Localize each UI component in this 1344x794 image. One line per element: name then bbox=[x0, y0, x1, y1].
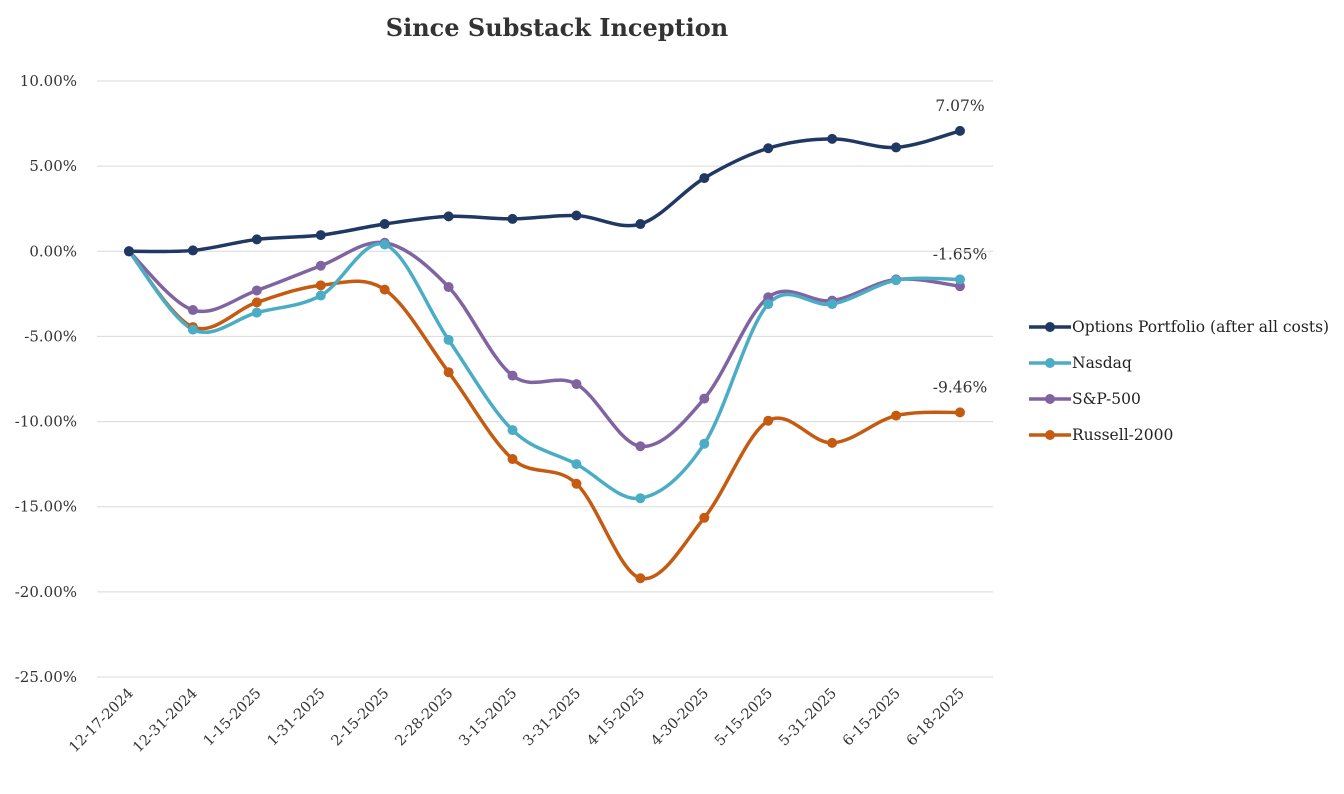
data-point-options-portfolio-after-all-costs bbox=[763, 143, 774, 154]
legend-swatch-marker bbox=[1045, 358, 1055, 368]
x-tick-label: 4-30-2025 bbox=[648, 686, 712, 750]
data-point-nasdaq bbox=[571, 459, 582, 470]
x-tick-label: 4-15-2025 bbox=[584, 686, 648, 750]
legend-label: Russell-2000 bbox=[1072, 426, 1173, 444]
data-point-russell-2000 bbox=[635, 573, 646, 584]
legend-swatch-marker bbox=[1045, 394, 1055, 404]
y-tick-label: -20.00% bbox=[15, 583, 77, 601]
legend-item-s-p-500: S&P-500 bbox=[1029, 390, 1141, 408]
y-tick-label: -5.00% bbox=[24, 327, 77, 345]
data-point-nasdaq bbox=[827, 299, 838, 310]
data-point-s-p-500 bbox=[443, 282, 454, 293]
y-tick-label: -10.00% bbox=[15, 413, 77, 431]
legend-label: Options Portfolio (after all costs) bbox=[1072, 318, 1329, 336]
x-tick-label: 5-31-2025 bbox=[776, 686, 840, 750]
data-point-options-portfolio-after-all-costs bbox=[571, 210, 582, 221]
chart-title: Since Substack Inception bbox=[386, 13, 728, 42]
legend-item-nasdaq: Nasdaq bbox=[1029, 354, 1132, 372]
data-point-s-p-500 bbox=[315, 260, 326, 271]
data-point-russell-2000 bbox=[827, 437, 838, 448]
end-data-labels: 7.07% -1.65% -9.46% bbox=[933, 97, 987, 396]
data-point-s-p-500 bbox=[507, 370, 518, 381]
data-point-options-portfolio-after-all-costs bbox=[827, 133, 838, 144]
data-point-markers bbox=[124, 125, 965, 584]
data-point-options-portfolio-after-all-costs bbox=[891, 142, 902, 153]
legend-item-russell-2000: Russell-2000 bbox=[1029, 426, 1173, 444]
y-tick-label: 5.00% bbox=[29, 157, 77, 175]
series-line-s-p-500 bbox=[127, 240, 962, 449]
y-axis-tick-labels: 10.00% 5.00% 0.00% -5.00% -10.00% -15.00% -20.… bbox=[15, 72, 77, 686]
x-tick-label: 5-15-2025 bbox=[712, 686, 776, 750]
series-line-russell-2000 bbox=[127, 249, 962, 581]
data-point-options-portfolio-after-all-costs bbox=[187, 245, 198, 256]
data-point-nasdaq bbox=[443, 334, 454, 345]
data-point-russell-2000 bbox=[955, 407, 965, 418]
data-point-nasdaq bbox=[187, 324, 198, 335]
x-tick-label: 1-31-2025 bbox=[265, 686, 329, 750]
legend: Options Portfolio (after all costs) Nasda… bbox=[1029, 318, 1329, 444]
series-line-options-portfolio-after-all-costs bbox=[127, 129, 962, 254]
data-point-russell-2000 bbox=[443, 367, 454, 378]
data-point-s-p-500 bbox=[251, 285, 262, 296]
x-tick-label: 2-28-2025 bbox=[393, 686, 457, 750]
legend-swatch-marker bbox=[1045, 322, 1055, 332]
data-point-nasdaq bbox=[955, 274, 965, 285]
data-point-options-portfolio-after-all-costs bbox=[251, 234, 262, 245]
data-point-options-portfolio-after-all-costs bbox=[379, 219, 390, 230]
data-point-nasdaq bbox=[635, 493, 646, 504]
y-tick-label: 10.00% bbox=[20, 72, 77, 90]
x-tick-label: 3-15-2025 bbox=[456, 686, 520, 750]
data-point-s-p-500 bbox=[571, 379, 582, 390]
data-point-s-p-500 bbox=[187, 305, 198, 316]
y-tick-label: 0.00% bbox=[29, 242, 77, 260]
data-point-nasdaq bbox=[379, 239, 390, 250]
x-tick-label: 6-18-2025 bbox=[904, 686, 968, 750]
data-point-nasdaq bbox=[507, 425, 518, 436]
x-tick-label: 6-15-2025 bbox=[840, 686, 904, 750]
data-point-russell-2000 bbox=[571, 478, 582, 489]
x-tick-label: 12-17-2024 bbox=[66, 686, 136, 756]
data-point-nasdaq bbox=[315, 290, 326, 301]
legend-item-options-portfolio-after-all-costs: Options Portfolio (after all costs) bbox=[1029, 318, 1329, 336]
series-line-nasdaq bbox=[127, 242, 962, 501]
end-label-nasdaq: -1.65% bbox=[933, 245, 987, 263]
data-point-russell-2000 bbox=[251, 297, 262, 308]
series-lines bbox=[127, 129, 962, 581]
data-point-nasdaq bbox=[251, 307, 262, 318]
data-point-nasdaq bbox=[699, 438, 710, 449]
y-tick-label: -25.00% bbox=[15, 668, 77, 686]
x-tick-label: 1-15-2025 bbox=[201, 686, 265, 750]
end-label-russell-2000: -9.46% bbox=[933, 378, 987, 396]
gridlines bbox=[97, 80, 993, 678]
data-point-russell-2000 bbox=[379, 284, 390, 295]
x-tick-label: 2-15-2025 bbox=[329, 686, 393, 750]
data-point-russell-2000 bbox=[891, 410, 902, 421]
data-point-russell-2000 bbox=[507, 454, 518, 465]
data-point-russell-2000 bbox=[315, 280, 326, 291]
data-point-s-p-500 bbox=[635, 441, 646, 452]
data-point-options-portfolio-after-all-costs bbox=[124, 246, 134, 257]
data-point-nasdaq bbox=[763, 299, 774, 310]
data-point-options-portfolio-after-all-costs bbox=[507, 213, 518, 224]
data-point-options-portfolio-after-all-costs bbox=[635, 219, 646, 230]
data-point-options-portfolio-after-all-costs bbox=[443, 211, 454, 222]
legend-label: S&P-500 bbox=[1072, 390, 1141, 408]
legend-swatch-marker bbox=[1045, 430, 1055, 440]
end-label-options-portfolio-after-all-costs: 7.07% bbox=[935, 97, 984, 115]
x-tick-label: 3-31-2025 bbox=[520, 686, 584, 750]
data-point-options-portfolio-after-all-costs bbox=[315, 230, 326, 241]
data-point-options-portfolio-after-all-costs bbox=[955, 125, 965, 136]
data-point-s-p-500 bbox=[699, 393, 710, 404]
data-point-nasdaq bbox=[891, 275, 902, 286]
data-point-russell-2000 bbox=[763, 415, 774, 426]
y-tick-label: -15.00% bbox=[15, 498, 77, 516]
x-tick-label: 12-31-2024 bbox=[130, 686, 200, 756]
data-point-russell-2000 bbox=[699, 512, 710, 523]
data-point-options-portfolio-after-all-costs bbox=[699, 173, 710, 184]
legend-label: Nasdaq bbox=[1072, 354, 1132, 372]
